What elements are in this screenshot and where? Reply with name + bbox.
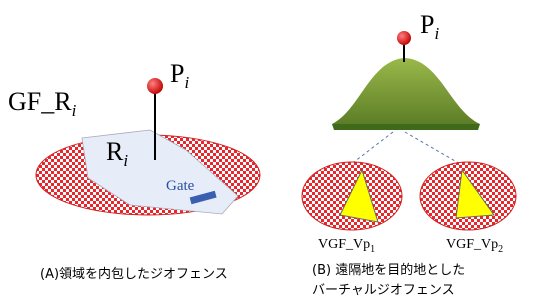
diagram: Pi GF_Ri Ri Gate (A)領域を内包したジオフェンス Pi VGF… bbox=[0, 0, 545, 302]
grass bbox=[332, 124, 480, 130]
point-label: Pi bbox=[170, 59, 189, 92]
pin-head bbox=[397, 31, 411, 45]
caption: バーチャルジオフェンス bbox=[312, 283, 455, 298]
geofence-label: GF_Ri bbox=[8, 87, 77, 120]
hill bbox=[332, 58, 480, 124]
gate-label: Gate bbox=[166, 178, 195, 194]
point-label: Pi bbox=[420, 10, 439, 43]
caption: (B) 遠隔地を目的地とした bbox=[312, 262, 465, 278]
connector bbox=[405, 132, 462, 165]
connector bbox=[350, 132, 393, 165]
fence-label: VGF_Vp1 bbox=[318, 237, 375, 255]
pin-head bbox=[147, 78, 163, 94]
caption: (A)領域を内包したジオフェンス bbox=[40, 266, 228, 282]
fence-label: VGF_Vp2 bbox=[446, 237, 503, 255]
